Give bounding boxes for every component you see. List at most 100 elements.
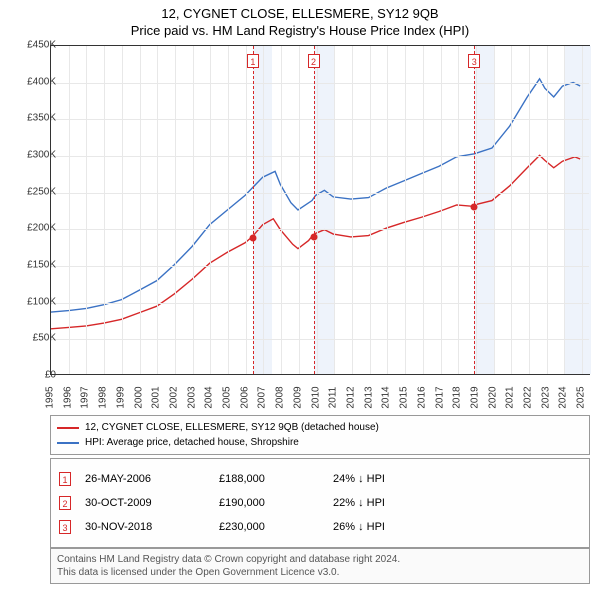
x-axis-label: 2001: [151, 386, 162, 408]
gridline-v: [263, 46, 264, 374]
gridline-v: [210, 46, 211, 374]
x-axis-label: 1997: [80, 386, 91, 408]
sale-row-3: 3 30-NOV-2018 £230,000 26% ↓ HPI: [59, 515, 581, 539]
gridline-v: [193, 46, 194, 374]
sale-date-3: 30-NOV-2018: [85, 521, 205, 533]
gridline-v: [582, 46, 583, 374]
x-axis-label: 2017: [434, 386, 445, 408]
y-axis-label: £150K: [6, 260, 56, 271]
x-axis-label: 2006: [239, 386, 250, 408]
x-axis-label: 2019: [469, 386, 480, 408]
chart-title-address: 12, CYGNET CLOSE, ELLESMERE, SY12 9QB: [0, 6, 600, 21]
x-axis-label: 1996: [62, 386, 73, 408]
chart-container: 12, CYGNET CLOSE, ELLESMERE, SY12 9QB Pr…: [0, 0, 600, 590]
sale-delta-1: 24% ↓ HPI: [333, 473, 453, 485]
series-hpi: [51, 79, 580, 312]
x-axis-label: 2020: [487, 386, 498, 408]
x-axis-label: 2011: [328, 387, 339, 409]
gridline-v: [175, 46, 176, 374]
sale-num-3: 3: [59, 520, 71, 534]
gridline-h: [51, 193, 589, 194]
y-axis-label: £200K: [6, 223, 56, 234]
x-axis-label: 2002: [168, 386, 179, 408]
legend-swatch-hpi: [57, 442, 79, 444]
x-axis-label: 2007: [257, 386, 268, 408]
x-axis-label: 2000: [133, 386, 144, 408]
legend-item-hpi: HPI: Average price, detached house, Shro…: [57, 435, 583, 450]
gridline-h: [51, 119, 589, 120]
gridline-v: [387, 46, 388, 374]
footer-line1: Contains HM Land Registry data © Crown c…: [57, 553, 583, 566]
x-axis-label: 1998: [98, 386, 109, 408]
gridline-h: [51, 156, 589, 157]
gridline-v: [334, 46, 335, 374]
x-axis-label: 2009: [292, 386, 303, 408]
y-axis-label: £350K: [6, 113, 56, 124]
x-axis-label: 2015: [399, 386, 410, 408]
sale-price-2: £190,000: [219, 497, 319, 509]
x-axis-label: 2008: [275, 386, 286, 408]
sale-marker: 3: [468, 54, 480, 68]
gridline-v: [104, 46, 105, 374]
sale-dot: [471, 204, 478, 211]
footer-line2: This data is licensed under the Open Gov…: [57, 566, 583, 579]
y-axis-label: £50K: [6, 333, 56, 344]
x-axis-label: 2022: [523, 386, 534, 408]
sale-marker: 1: [247, 54, 259, 68]
sale-date-2: 30-OCT-2009: [85, 497, 205, 509]
legend-swatch-property: [57, 427, 79, 429]
gridline-v: [157, 46, 158, 374]
x-axis-label: 2018: [452, 386, 463, 408]
sale-vline: [314, 46, 315, 374]
x-axis-label: 2024: [558, 386, 569, 408]
sale-date-1: 26-MAY-2006: [85, 473, 205, 485]
gridline-v: [140, 46, 141, 374]
x-axis-label: 1995: [45, 386, 56, 408]
gridline-v: [441, 46, 442, 374]
sale-delta-3: 26% ↓ HPI: [333, 521, 453, 533]
gridline-v: [423, 46, 424, 374]
y-axis-label: £450K: [6, 40, 56, 51]
x-axis-label: 2016: [416, 386, 427, 408]
gridline-v: [69, 46, 70, 374]
gridline-v: [529, 46, 530, 374]
x-axis-label: 2005: [222, 386, 233, 408]
x-axis-label: 2021: [505, 386, 516, 408]
x-axis-label: 2012: [345, 386, 356, 408]
gridline-h: [51, 229, 589, 230]
x-axis-label: 1999: [115, 386, 126, 408]
footer: Contains HM Land Registry data © Crown c…: [50, 548, 590, 584]
gridline-v: [494, 46, 495, 374]
gridline-v: [317, 46, 318, 374]
x-axis-label: 2025: [576, 386, 587, 408]
x-axis-label: 2004: [204, 386, 215, 408]
sale-marker: 2: [308, 54, 320, 68]
gridline-v: [246, 46, 247, 374]
gridline-v: [122, 46, 123, 374]
sale-num-2: 2: [59, 496, 71, 510]
legend: 12, CYGNET CLOSE, ELLESMERE, SY12 9QB (d…: [50, 415, 590, 455]
y-axis-label: £400K: [6, 76, 56, 87]
y-axis-label: £250K: [6, 186, 56, 197]
sale-row-2: 2 30-OCT-2009 £190,000 22% ↓ HPI: [59, 491, 581, 515]
plot-area: 1 2 3: [50, 45, 590, 375]
legend-label-hpi: HPI: Average price, detached house, Shro…: [85, 437, 299, 448]
legend-label-property: 12, CYGNET CLOSE, ELLESMERE, SY12 9QB (d…: [85, 422, 379, 433]
sale-vline: [253, 46, 254, 374]
gridline-h: [51, 339, 589, 340]
sales-table: 1 26-MAY-2006 £188,000 24% ↓ HPI 2 30-OC…: [50, 458, 590, 548]
gridline-v: [405, 46, 406, 374]
x-axis-label: 2013: [363, 386, 374, 408]
sale-dot: [249, 235, 256, 242]
gridline-v: [547, 46, 548, 374]
y-axis-label: £100K: [6, 296, 56, 307]
gridline-v: [458, 46, 459, 374]
sale-row-1: 1 26-MAY-2006 £188,000 24% ↓ HPI: [59, 467, 581, 491]
x-axis-label: 2010: [310, 386, 321, 408]
gridline-h: [51, 83, 589, 84]
gridline-v: [299, 46, 300, 374]
y-axis-label: £0: [6, 370, 56, 381]
sale-delta-2: 22% ↓ HPI: [333, 497, 453, 509]
x-axis-label: 2023: [540, 386, 551, 408]
sale-num-1: 1: [59, 472, 71, 486]
